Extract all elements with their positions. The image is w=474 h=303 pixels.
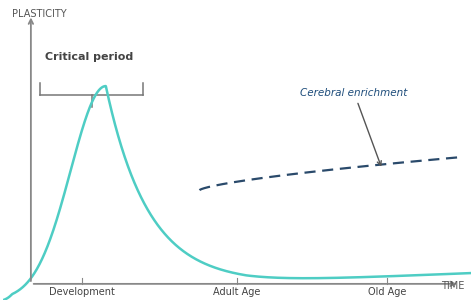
Text: Adult Age: Adult Age	[213, 287, 261, 297]
Text: Critical period: Critical period	[46, 52, 134, 62]
Text: Cerebral enrichment: Cerebral enrichment	[301, 88, 408, 165]
Text: Development: Development	[49, 287, 115, 297]
Text: Old Age: Old Age	[368, 287, 406, 297]
Text: PLASTICITY: PLASTICITY	[12, 9, 67, 19]
Text: TIME: TIME	[441, 281, 464, 291]
